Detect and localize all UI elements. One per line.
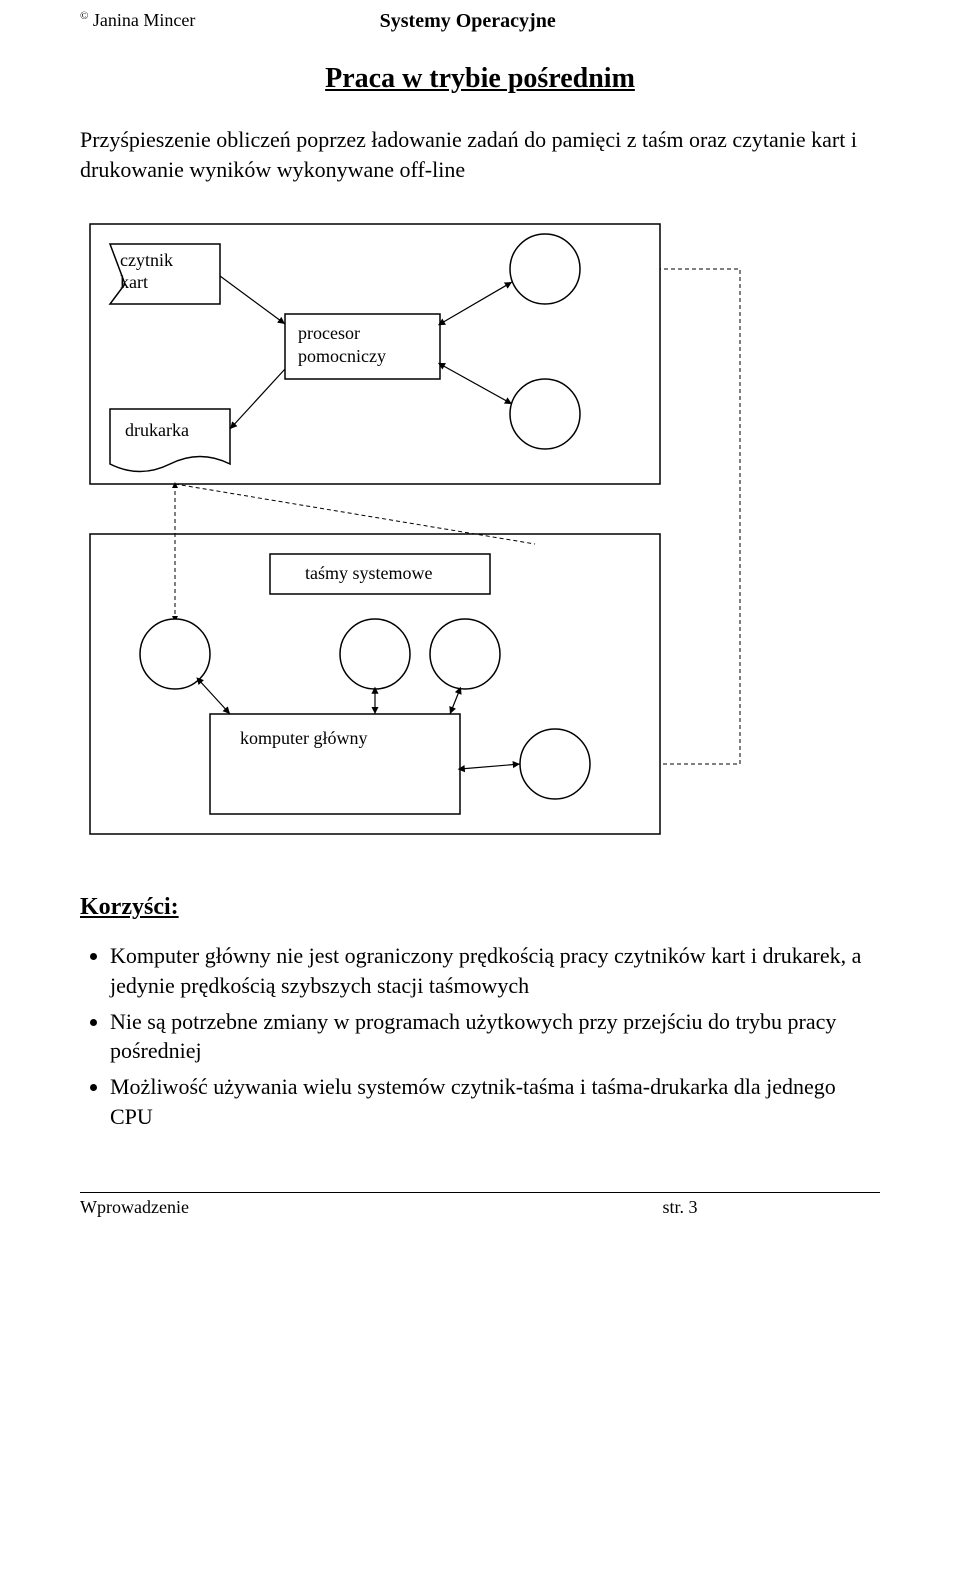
header-author: © Janina Mincer bbox=[80, 10, 195, 33]
benefits-list: Komputer główny nie jest ograniczony prę… bbox=[80, 941, 880, 1131]
node-czytnik-line1: czytnik bbox=[120, 250, 173, 270]
node-tasmy-line1: taśmy systemowe bbox=[305, 563, 433, 583]
intro-text: Przyśpieszenie obliczeń poprzez ładowani… bbox=[80, 125, 880, 184]
page-footer: Wprowadzenie str. 3 bbox=[80, 1192, 880, 1218]
node-drukarka-line1: drukarka bbox=[125, 420, 189, 440]
benefit-item: Komputer główny nie jest ograniczony prę… bbox=[110, 941, 880, 1000]
diagram: czytnik kart procesor pomocniczy drukark… bbox=[80, 214, 760, 854]
author-name: Janina Mincer bbox=[93, 10, 195, 30]
benefit-item: Możliwość używania wielu systemów czytni… bbox=[110, 1072, 880, 1131]
page-header: © Janina Mincer Systemy Operacyjne bbox=[80, 10, 880, 33]
footer-page-number: str. 3 bbox=[480, 1197, 880, 1218]
node-procesor-line2: pomocniczy bbox=[298, 346, 386, 366]
node-procesor-line1: procesor bbox=[298, 323, 360, 343]
copyright-symbol: © bbox=[80, 10, 88, 22]
benefits-heading: Korzyści: bbox=[80, 894, 880, 921]
benefit-item: Nie są potrzebne zmiany w programach uży… bbox=[110, 1007, 880, 1066]
page-title: Praca w trybie pośrednim bbox=[80, 63, 880, 95]
node-czytnik-line2: kart bbox=[120, 272, 148, 292]
footer-left: Wprowadzenie bbox=[80, 1197, 480, 1218]
header-course: Systemy Operacyjne bbox=[195, 10, 740, 33]
header-spacer bbox=[740, 10, 880, 33]
node-komputer-line1: komputer główny bbox=[240, 728, 368, 748]
